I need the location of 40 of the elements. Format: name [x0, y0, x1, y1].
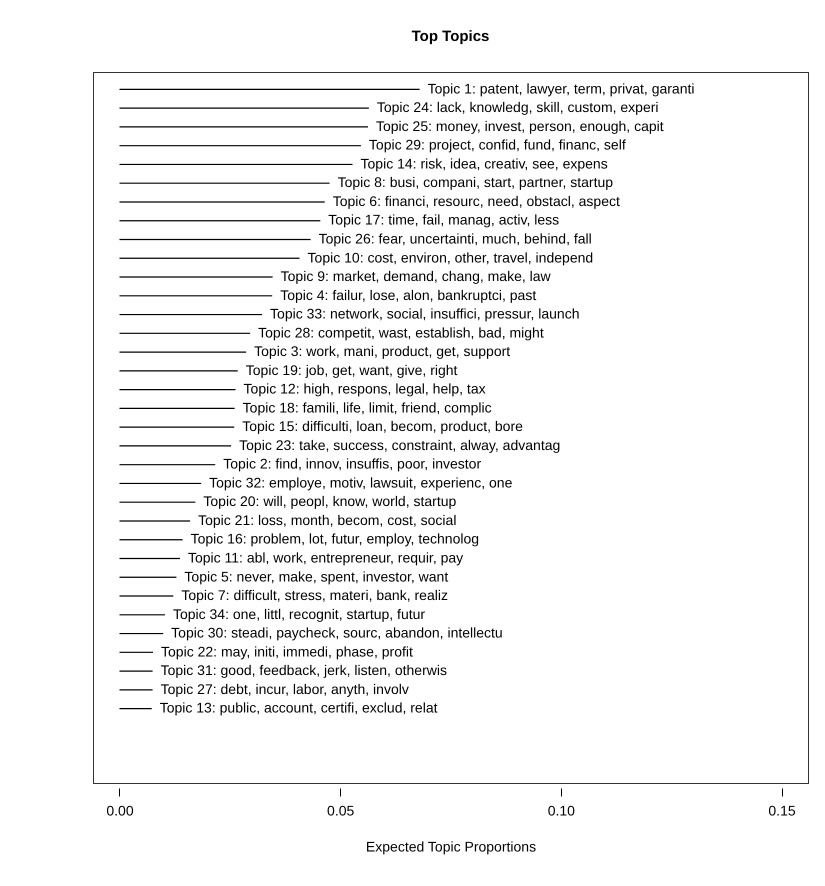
- y-tick-label: Topic 27: debt, incur, labor, anyth, involv: [160, 680, 409, 697]
- chart-title: Top Topics: [412, 28, 490, 45]
- y-tick-label: Topic 13: public, account, certifi, exclud, relat: [160, 700, 438, 716]
- y-tick-label: Topic 8: busi, compani, start, partner, startup: [338, 174, 614, 190]
- y-tick-label: Topic 32: employe, motiv, lawsuit, experienc, one: [209, 474, 513, 490]
- x-axis-title: Expected Topic Proportions: [366, 838, 536, 854]
- y-tick-label: Topic 22: may, initi, immedi, phase, profit: [161, 643, 413, 660]
- y-tick-label: Topic 31: good, feedback, jerk, listen, otherwis: [160, 662, 447, 678]
- y-tick-label: Topic 12: high, respons, legal, help, tax: [244, 380, 486, 397]
- y-tick-label: Topic 7: difficult, stress, materi, bank, realiz: [181, 587, 448, 604]
- x-tick-label: 0.15: [768, 802, 796, 818]
- x-tick-label: 0.10: [548, 802, 576, 818]
- y-tick-label: Topic 21: loss, month, becom, cost, social: [198, 512, 456, 528]
- y-tick-label: Topic 24: lack, knowledg, skill, custom, experi: [376, 99, 659, 116]
- y-tick-label: Topic 11: abl, work, entrepreneur, requir, pay: [188, 550, 464, 566]
- y-tick-label: Topic 4: failur, lose, alon, bankruptci, past: [280, 286, 536, 303]
- y-tick-label: Topic 20: will, peopl, know, world, startup: [203, 493, 457, 510]
- y-tick-label: Topic 29: project, confid, fund, financ, self: [368, 136, 626, 153]
- y-tick-label: Topic 14: risk, idea, creativ, see, expens: [360, 155, 608, 172]
- y-tick-label: Topic 5: never, make, spent, investor, want: [184, 568, 448, 584]
- x-tick-label: 0.00: [106, 802, 134, 818]
- y-tick-label: Topic 15: difficulti, loan, becom, product, bore: [242, 418, 524, 434]
- y-tick-label: Topic 17: time, fail, manag, activ, less: [328, 212, 560, 228]
- y-tick-label: Topic 34: one, littl, recognit, startup, futur: [172, 606, 426, 622]
- y-tick-label: Topic 28: competit, wast, establish, bad, might: [258, 324, 544, 340]
- y-tick-label: Topic 26: fear, uncertainti, much, behind, fall: [318, 230, 592, 246]
- y-tick-label: Topic 16: problem, lot, futur, employ, technolog: [190, 530, 480, 547]
- y-tick-label: Topic 30: steadi, paycheck, sourc, abandon, intellectu: [171, 624, 503, 641]
- y-tick-label: Topic 6: financi, resourc, need, obstacl, aspect: [332, 192, 620, 209]
- y-tick-label: Topic 1: patent, lawyer, term, privat, garanti: [428, 80, 695, 96]
- y-tick-label: Topic 23: take, success, constraint, alway, advantag: [239, 436, 560, 453]
- x-tick-label: 0.05: [327, 802, 354, 818]
- y-tick-label: Topic 2: find, innov, insuffis, poor, investor: [223, 456, 482, 472]
- y-tick-label: Topic 9: market, demand, chang, make, law: [280, 268, 552, 284]
- y-tick-label: Topic 10: cost, environ, other, travel, independ: [308, 249, 594, 266]
- y-tick-label: Topic 18: famili, life, limit, friend, complic: [242, 399, 492, 416]
- y-tick-label: Topic 19: job, get, want, give, right: [246, 362, 458, 378]
- y-tick-label: Topic 25: money, invest, person, enough, capit: [376, 118, 664, 134]
- y-tick-label: Topic 3: work, mani, product, get, support: [254, 343, 510, 360]
- y-tick-label: Topic 33: network, social, insuffici, pressur, launch: [270, 306, 580, 322]
